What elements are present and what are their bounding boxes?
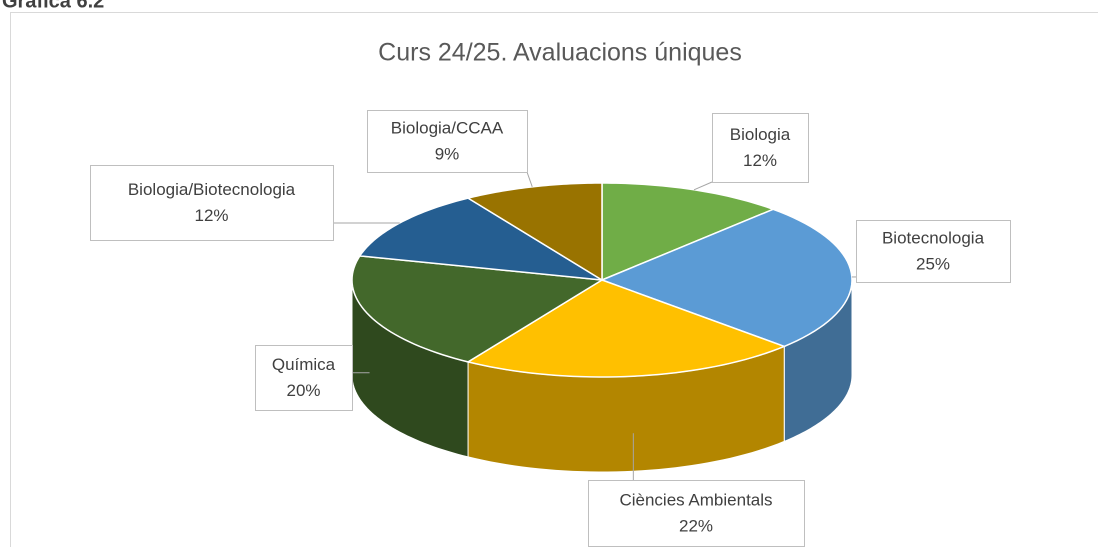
label-value: 9% (435, 144, 460, 163)
label-category: Biotecnologia (882, 228, 985, 247)
label-value: 12% (194, 206, 228, 225)
leader-line (526, 171, 533, 188)
label-value: 12% (743, 151, 777, 170)
label-category: Biologia/CCAA (391, 118, 504, 137)
label-category: Biologia (730, 125, 791, 144)
chart-title: Curs 24/25. Avaluacions úniques (378, 39, 742, 67)
label-box (255, 345, 353, 411)
label-category: Química (272, 355, 336, 374)
leader-line (693, 181, 713, 191)
label-value: 20% (286, 381, 320, 400)
slice (358, 197, 603, 281)
caption: Gràfica 6.2 (2, 0, 104, 12)
slice (466, 279, 787, 378)
label-value: 22% (679, 516, 713, 535)
slice (601, 182, 776, 282)
slice (351, 255, 605, 363)
slice (466, 182, 603, 282)
label-box (90, 165, 334, 241)
label-box (856, 220, 1011, 283)
label-box (588, 480, 805, 547)
label-category: Ciències Ambientals (619, 490, 772, 509)
chart-border (10, 12, 1098, 547)
label-box (712, 113, 809, 183)
label-category: Biologia/Biotecnologia (128, 180, 296, 199)
label-value: 25% (916, 254, 950, 273)
label-box (367, 110, 528, 173)
